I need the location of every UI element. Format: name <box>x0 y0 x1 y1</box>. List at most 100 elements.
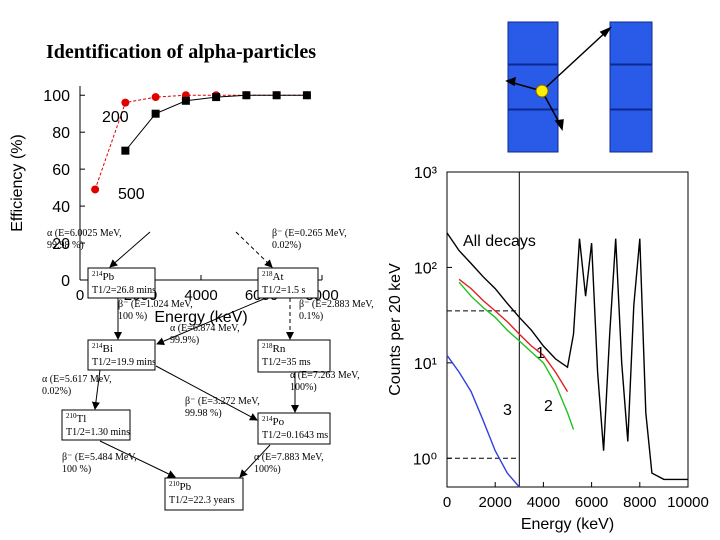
series-label: 1 <box>536 345 545 362</box>
transition-line: 99.98 %) <box>47 240 84 251</box>
x-tick-label: 4000 <box>184 287 217 304</box>
mass-number: 214 <box>92 342 103 350</box>
x-tick-label: 2000 <box>479 494 512 511</box>
x-tick-label: 4000 <box>527 494 560 511</box>
transition-line: α (E=5.617 MeV, <box>42 374 112 385</box>
series-label: 200 <box>102 109 129 126</box>
nuclide-box <box>164 477 244 511</box>
transition-line: 0.02%) <box>272 240 301 251</box>
transition-label: β⁻ (E=3.272 MeV, 99.98 %) <box>185 396 260 419</box>
transition-label: β⁻ (E=0.265 MeV, 0.02%) <box>272 228 347 251</box>
transition-line: α (E=6.874 MeV, <box>170 323 240 334</box>
element: Pb <box>180 481 192 493</box>
slide-title: Identification of alpha-particles <box>46 41 316 63</box>
mass-number: 210 <box>66 412 77 420</box>
nuclide-box <box>61 409 131 441</box>
nuclide-box <box>257 339 331 373</box>
mass-number: 218 <box>262 342 273 350</box>
detector-block <box>609 21 653 65</box>
point <box>91 185 100 194</box>
y-tick-label: 40 <box>52 199 70 216</box>
detector-block <box>507 109 559 153</box>
y-tick-label: 10³ <box>414 165 438 182</box>
x-axis-label: Energy (keV) <box>521 516 614 533</box>
transition-line: 99.9%) <box>170 335 199 346</box>
decay-arrow <box>155 365 258 421</box>
mass-number: 214 <box>262 415 273 423</box>
y-axis-label: Efficiency (%) <box>9 134 26 232</box>
x-tick-label: 0 <box>443 494 451 511</box>
decay-arrow <box>239 444 271 478</box>
y-tick-label: 10² <box>414 260 438 277</box>
decay-arrow <box>99 440 176 478</box>
nuclide-label: 214Bi <box>92 342 113 355</box>
y-tick-label: 20 <box>52 236 70 253</box>
series-line <box>458 278 569 392</box>
y-tick-label: 80 <box>52 125 70 142</box>
point <box>181 96 190 105</box>
nuclide-box <box>87 267 156 299</box>
half-life: T1/2=1.5 s <box>262 285 306 296</box>
x-tick-label: 6000 <box>575 494 608 511</box>
element: Po <box>273 416 285 428</box>
half-life: T1/2=26.8 mins <box>92 285 156 296</box>
transition-line: 100%) <box>290 382 317 393</box>
decay-arrow <box>109 231 151 268</box>
detector-block <box>507 21 559 65</box>
series-line <box>446 232 688 481</box>
plot-frame <box>446 171 689 488</box>
transition-line: β⁻ (E=1.024 MeV, <box>118 299 193 310</box>
nuclide-label: 210Tl <box>66 412 86 425</box>
decay-arrow <box>235 231 273 268</box>
nuclide-label: 218At <box>262 270 284 283</box>
half-life: T1/2=35 ms <box>262 357 311 368</box>
transition-line: β⁻ (E=3.272 MeV, <box>185 396 260 407</box>
transition-label: α (E=7.263 MeV, 100%) <box>290 370 360 393</box>
transition-label: β⁻ (E=1.024 MeV, 100 %) <box>118 299 193 322</box>
detector-sketch <box>505 21 653 153</box>
y-tick-label: 10¹ <box>414 356 437 373</box>
x-tick-label: 10000 <box>667 494 709 511</box>
mass-number: 210 <box>169 480 180 488</box>
transition-line: 100 %) <box>118 311 147 322</box>
y-tick-label: 100 <box>43 88 70 105</box>
nuclide-box <box>257 267 319 299</box>
transition-line: 0.02%) <box>42 386 71 397</box>
point <box>121 98 130 107</box>
transition-line: 99.98 %) <box>185 408 222 419</box>
nuclide-box <box>87 339 156 371</box>
series-line <box>446 354 520 488</box>
element: Bi <box>103 343 113 355</box>
element: At <box>273 271 284 283</box>
y-tick-label: 60 <box>52 162 70 179</box>
half-life: T1/2=19.9 mins <box>92 357 156 368</box>
transition-label: β⁻ (E=2.883 MeV, 0.1%) <box>299 299 374 322</box>
mass-number: 218 <box>262 270 273 278</box>
decay-arrow <box>156 297 267 345</box>
transition-line: β⁻ (E=0.265 MeV, <box>272 228 347 239</box>
point <box>121 146 130 155</box>
transition-label: α (E=6.874 MeV, 99.9%) <box>170 323 240 346</box>
transition-line: α (E=6.0025 MeV, <box>47 228 122 239</box>
decay-vertex <box>535 84 549 98</box>
transition-line: 100%) <box>254 464 281 475</box>
x-tick-label: 0 <box>76 287 84 304</box>
arrow-head <box>505 76 516 87</box>
transition-label: α (E=5.617 MeV, 0.02%) <box>42 374 112 397</box>
transition-line: 100 %) <box>62 464 91 475</box>
point <box>272 91 281 100</box>
detector-block <box>609 64 653 110</box>
series-line <box>125 94 307 152</box>
nuclide-label: 214Po <box>262 415 285 428</box>
element: Tl <box>77 413 87 425</box>
nuclide-label: 214Pb <box>92 270 115 283</box>
transition-label: β⁻ (E=5.484 MeV, 100 %) <box>62 452 137 475</box>
series-line <box>94 94 307 190</box>
point <box>151 93 160 102</box>
decay-arrow <box>91 369 101 410</box>
chart: 10³ 10² 10¹ 10⁰ 0 2000 4000 6000 8000 10000 Energy… <box>387 165 709 533</box>
nuclide-label: 218Rn <box>262 342 286 355</box>
half-life: T1/2=0.1643 ms <box>262 430 328 441</box>
transition-label: α (E=6.0025 MeV, 99.98 %) <box>47 228 122 251</box>
